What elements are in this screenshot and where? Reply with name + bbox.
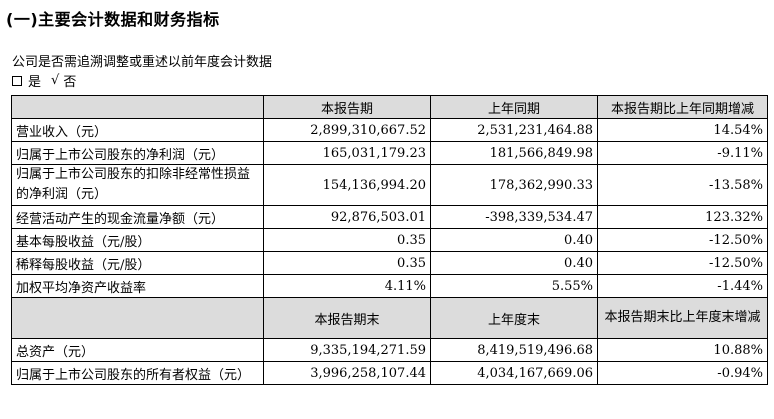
table-header-row: 本报告期 上年同期 本报告期比上年同期增减 [11,95,768,119]
financial-indicators-table: 本报告期 上年同期 本报告期比上年同期增减 营业收入（元） 2,899,310,… [11,95,768,385]
cell-change: -9.11% [597,141,768,165]
table-row: 基本每股收益（元/股） 0.35 0.40 -12.50% [11,228,768,252]
cell-current: 3,996,258,107.44 [263,361,431,385]
table-row: 稀释每股收益（元/股） 0.35 0.40 -12.50% [11,251,768,275]
row-label: 基本每股收益（元/股） [11,228,264,252]
checkbox-icon [12,75,22,86]
header-cell [11,297,264,339]
header-cell: 本报告期末 [263,297,431,339]
header-cell: 上年度末 [430,297,598,339]
check-mark-icon: √ [51,73,60,88]
table-row: 归属于上市公司股东的所有者权益（元） 3,996,258,107.44 4,03… [11,361,768,385]
cell-current: 0.35 [263,251,431,275]
table-row: 归属于上市公司股东的净利润（元） 165,031,179.23 181,566,… [11,141,768,165]
header-cell: 本报告期末比上年度末增减 [597,297,768,339]
cell-change: -0.94% [597,361,768,385]
cell-change: -12.50% [597,251,768,275]
cell-change: -12.50% [597,228,768,252]
table-row: 经营活动产生的现金流量净额（元） 92,876,503.01 -398,339,… [11,205,768,229]
cell-prior: 0.40 [430,251,598,275]
cell-prior: 181,566,849.98 [430,141,598,165]
cell-prior: 5.55% [430,274,598,298]
cell-change: 14.54% [597,118,768,142]
table-row: 营业收入（元） 2,899,310,667.52 2,531,231,464.8… [11,118,768,142]
option-no: 否 [63,75,77,90]
restatement-options: 是 √ 否 [12,71,76,90]
option-yes: 是 [28,75,42,90]
cell-prior: 178,362,990.33 [430,164,598,206]
cell-prior: 8,419,519,496.68 [430,338,598,362]
cell-change: -1.44% [597,274,768,298]
cell-prior: 0.40 [430,228,598,252]
table-row: 总资产（元） 9,335,194,271.59 8,419,519,496.68… [11,338,768,362]
restatement-question: 公司是否需追溯调整或重述以前年度会计数据 [12,55,273,70]
section-title: (一)主要会计数据和财务指标 [6,10,220,29]
table-row: 归属于上市公司股东的扣除非经常性损益的净利润（元） 154,136,994.20… [11,164,768,206]
cell-current: 92,876,503.01 [263,205,431,229]
row-label: 营业收入（元） [11,118,264,142]
header-cell: 本报告期 [263,95,431,119]
cell-change: -13.58% [597,164,768,206]
cell-prior: 4,034,167,669.06 [430,361,598,385]
row-label: 归属于上市公司股东的净利润（元） [11,141,264,165]
row-label: 加权平均净资产收益率 [11,274,264,298]
row-label: 归属于上市公司股东的扣除非经常性损益的净利润（元） [11,164,264,206]
cell-current: 154,136,994.20 [263,164,431,206]
table-row: 加权平均净资产收益率 4.11% 5.55% -1.44% [11,274,768,298]
table-header-row: 本报告期末 上年度末 本报告期末比上年度末增减 [11,297,768,339]
row-label: 归属于上市公司股东的所有者权益（元） [11,361,264,385]
row-label: 稀释每股收益（元/股） [11,251,264,275]
cell-change: 10.88% [597,338,768,362]
row-label: 总资产（元） [11,338,264,362]
cell-current: 0.35 [263,228,431,252]
cell-prior: 2,531,231,464.88 [430,118,598,142]
cell-current: 4.11% [263,274,431,298]
cell-current: 9,335,194,271.59 [263,338,431,362]
row-label: 经营活动产生的现金流量净额（元） [11,205,264,229]
header-cell [11,95,264,119]
cell-current: 165,031,179.23 [263,141,431,165]
header-cell: 本报告期比上年同期增减 [597,95,768,119]
header-cell: 上年同期 [430,95,598,119]
cell-prior: -398,339,534.47 [430,205,598,229]
cell-current: 2,899,310,667.52 [263,118,431,142]
cell-change: 123.32% [597,205,768,229]
